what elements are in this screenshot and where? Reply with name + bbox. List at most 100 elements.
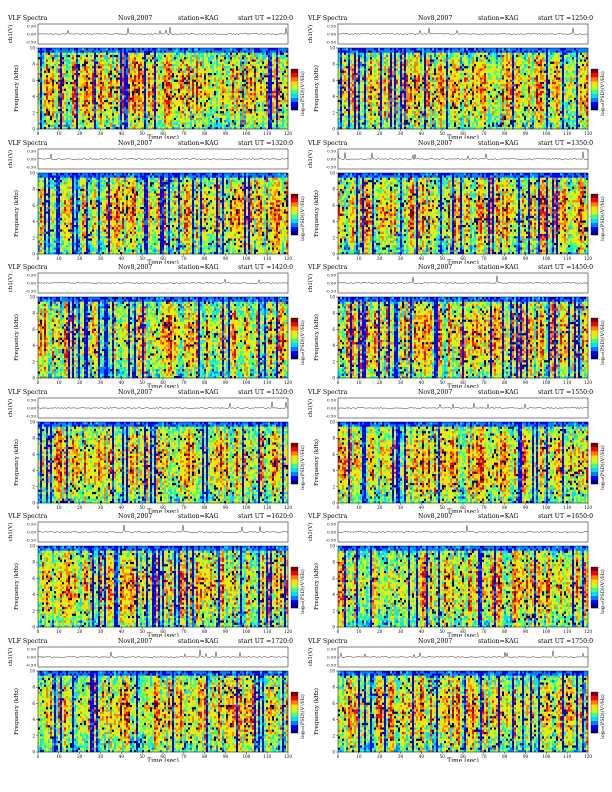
colorbar-tick-label: - <box>299 481 301 486</box>
panel-svg: VLF Spectra Nov8,2007 station=KAG start UT … <box>7 15 306 139</box>
time-tick-label: 40 <box>419 256 425 261</box>
channel-strip-frame <box>337 397 589 418</box>
colorbar <box>290 691 299 733</box>
freq-tick-label: 10 <box>30 46 36 51</box>
channel-strip-frame <box>37 521 289 543</box>
header-station: station=KAG <box>478 638 519 645</box>
channel-waveform <box>337 650 589 658</box>
spectrogram-cells <box>338 297 589 379</box>
channel-tick-label: 0.50 <box>327 397 336 402</box>
time-tick-label: 20 <box>377 131 383 136</box>
freq-tick-label: 4 <box>332 592 335 597</box>
time-tick-label: 100 <box>242 629 250 634</box>
channel-axis-label: ch1(V) <box>307 523 314 541</box>
spectrogram-cells <box>38 546 289 628</box>
channel-strip-frame <box>37 272 289 294</box>
time-tick-label: 70 <box>181 256 187 261</box>
freq-tick-label: 8 <box>32 684 35 689</box>
time-axis-label: Time (sec) <box>447 135 479 140</box>
colorbar-label: log₁₀(PSD)(V²/Hz) <box>299 71 306 116</box>
colorbar-label: log₁₀(PSD)(V²/Hz) <box>299 694 306 739</box>
channel-waveform <box>37 401 289 409</box>
colorbar-tick-label: - <box>599 730 601 735</box>
spectrogram-panel: VLF Spectra Nov8,2007 station=KAG start UT … <box>306 263 606 388</box>
time-axis-label: Time (sec) <box>447 384 479 389</box>
time-tick-label: 120 <box>584 754 592 759</box>
spectrogram-panel: VLF Spectra Nov8,2007 station=KAG start UT … <box>306 14 606 139</box>
time-tick-label: 30 <box>98 505 104 510</box>
time-tick-label: 110 <box>563 380 571 385</box>
time-tick-label: 100 <box>242 380 250 385</box>
header-date: Nov8,2007 <box>418 389 452 396</box>
freq-axis-label: Frequency (kHz) <box>13 563 20 610</box>
colorbar <box>290 566 299 609</box>
time-tick-label: 20 <box>377 256 383 261</box>
time-tick-label: 0 <box>37 629 40 634</box>
time-tick-label: 20 <box>77 505 83 510</box>
colorbar-tick-label: - <box>299 606 301 611</box>
time-tick-label: 50 <box>139 380 145 385</box>
time-tick-label: 80 <box>202 629 208 634</box>
freq-axis-label: Frequency (kHz) <box>313 439 320 486</box>
time-tick-label: 40 <box>419 131 425 136</box>
header-title: VLF Spectra <box>7 513 48 520</box>
channel-waveform <box>337 275 589 285</box>
colorbar-tick-label: - <box>599 316 601 321</box>
time-axis-label: Time (sec) <box>147 259 179 264</box>
time-tick-label: 80 <box>502 629 508 634</box>
channel-tick-label: -0.50 <box>326 289 337 294</box>
freq-tick-label: 6 <box>332 451 335 456</box>
channel-tick-label: 0.50 <box>27 148 36 153</box>
time-tick-label: 100 <box>242 256 250 261</box>
header-date: Nov8,2007 <box>118 264 152 271</box>
time-tick-label: 90 <box>523 131 529 136</box>
panel-svg: VLF Spectra Nov8,2007 station=KAG start UT … <box>307 15 606 140</box>
freq-tick-label: 8 <box>32 62 35 67</box>
time-axis-label: Time (sec) <box>147 633 179 638</box>
time-tick-label: 20 <box>77 256 83 261</box>
time-tick-label: 0 <box>337 131 340 136</box>
channel-tick-label: 0.00 <box>27 32 36 37</box>
time-tick-label: 120 <box>584 256 592 261</box>
time-axis-label: Time (sec) <box>447 259 479 264</box>
spectrogram-cells <box>38 48 289 130</box>
time-tick-label: 40 <box>419 629 425 634</box>
freq-axis-label: Frequency (kHz) <box>13 688 20 735</box>
colorbar-tick-label: - <box>299 689 301 694</box>
freq-tick-label: 2 <box>32 359 35 364</box>
header-title: VLF Spectra <box>307 513 348 520</box>
freq-tick-label: 0 <box>32 127 35 132</box>
time-tick-label: 80 <box>202 380 208 385</box>
freq-tick-label: 10 <box>330 544 336 549</box>
colorbar <box>290 193 299 235</box>
time-tick-label: 120 <box>584 380 592 385</box>
spectrogram-cells <box>338 670 589 752</box>
colorbar <box>290 68 299 111</box>
freq-tick-label: 10 <box>30 419 36 424</box>
header-start-time: start UT =1250:0 <box>538 15 593 22</box>
time-tick-label: 90 <box>223 754 229 759</box>
freq-tick-label: 8 <box>332 560 335 565</box>
header-station: station=KAG <box>178 15 219 22</box>
time-tick-label: 10 <box>356 256 362 261</box>
spectrogram-panel: VLF Spectra Nov8,2007 station=KAG start UT … <box>6 637 306 762</box>
time-tick-label: 10 <box>56 131 62 136</box>
header-station: station=KAG <box>178 513 219 520</box>
channel-tick-label: 0.50 <box>27 24 36 29</box>
channel-tick-label: -0.50 <box>26 538 37 543</box>
header-title: VLF Spectra <box>7 638 48 645</box>
time-tick-label: 70 <box>481 256 487 261</box>
time-axis-label: Time (sec) <box>147 384 179 389</box>
header-station: station=KAG <box>478 140 519 147</box>
freq-tick-label: 4 <box>332 343 335 348</box>
channel-tick-label: -0.50 <box>326 538 337 543</box>
time-tick-label: 50 <box>439 256 445 261</box>
header-date: Nov8,2007 <box>418 140 452 147</box>
freq-tick-label: 2 <box>32 733 35 738</box>
time-tick-label: 30 <box>98 754 104 759</box>
panel-svg: VLF Spectra Nov8,2007 station=KAG start UT … <box>7 638 306 762</box>
freq-tick-label: 0 <box>332 127 335 132</box>
header-title: VLF Spectra <box>7 264 48 271</box>
time-tick-label: 100 <box>542 380 550 385</box>
spectrogram-cells <box>38 421 289 503</box>
